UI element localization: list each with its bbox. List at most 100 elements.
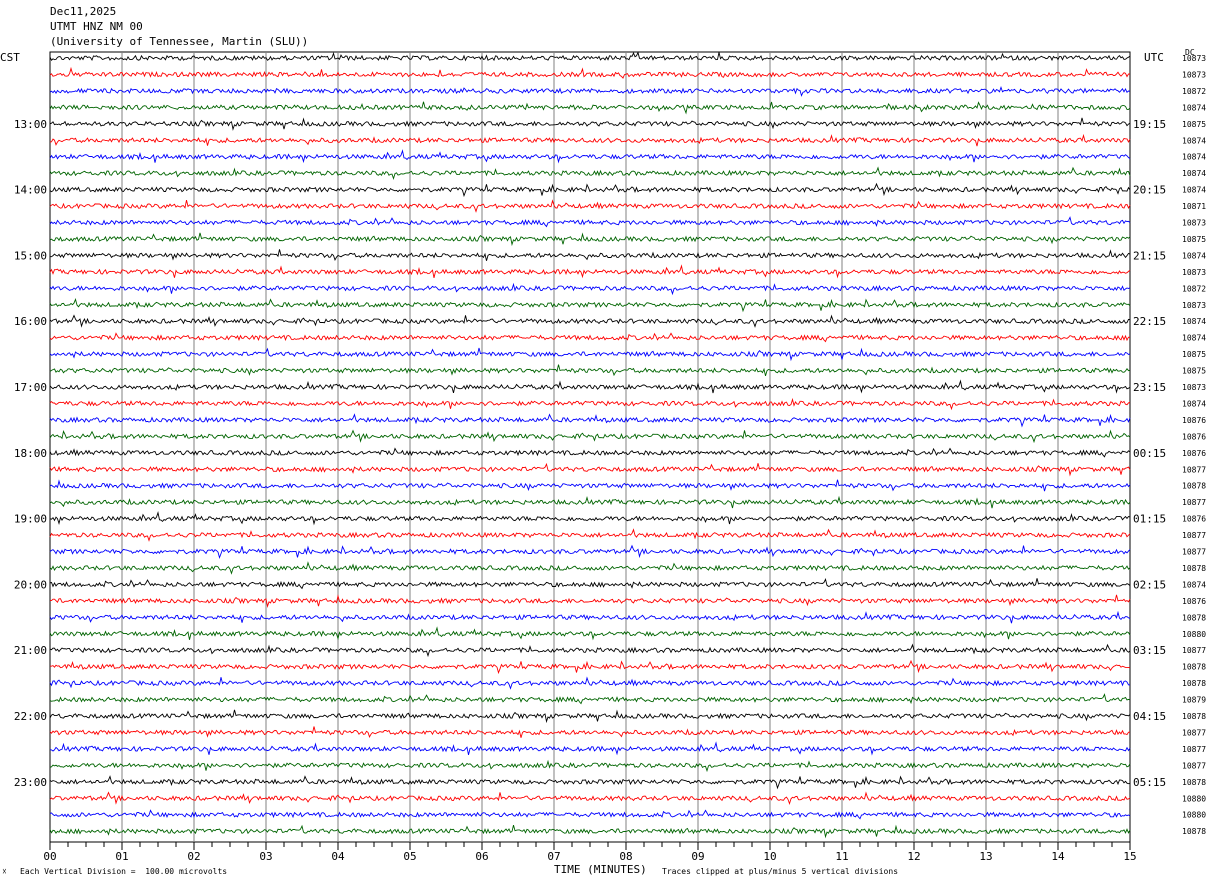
dc-offset-label: 10874 xyxy=(1182,169,1206,178)
x-tick-label: 03 xyxy=(259,850,272,863)
dc-offset-label: 10874 xyxy=(1182,186,1206,195)
dc-offset-label: 10873 xyxy=(1182,383,1206,392)
x-tick-label: 08 xyxy=(619,850,632,863)
dc-offset-label: 10873 xyxy=(1182,70,1206,79)
trace-line xyxy=(49,413,1131,428)
trace-line xyxy=(49,561,1131,575)
network-name: (University of Tennessee, Martin (SLU)) xyxy=(50,35,309,48)
trace-line xyxy=(49,364,1131,377)
right-hour-label: 02:15 xyxy=(1133,578,1166,591)
right-hour-label: 23:15 xyxy=(1133,381,1166,394)
dc-offset-label: 10879 xyxy=(1182,696,1206,705)
trace-line xyxy=(49,544,1131,560)
trace-line xyxy=(49,182,1131,198)
left-hour-label: 21:00 xyxy=(14,644,47,657)
trace-line xyxy=(49,149,1131,164)
dc-offset-label: 10878 xyxy=(1182,679,1206,688)
x-tick-label: 01 xyxy=(115,850,128,863)
left-hour-label: 20:00 xyxy=(14,578,47,591)
trace-line xyxy=(49,264,1131,279)
x-tick-label: 14 xyxy=(1051,850,1065,863)
right-hour-label: 20:15 xyxy=(1133,184,1166,197)
clip-note: Traces clipped at plus/minus 5 vertical … xyxy=(662,867,899,876)
x-tick-label: 07 xyxy=(547,850,560,863)
right-hour-label: 04:15 xyxy=(1133,710,1166,723)
trace-line xyxy=(49,809,1131,820)
dc-offset-label: 10874 xyxy=(1182,399,1206,408)
right-hour-label: 03:15 xyxy=(1133,644,1166,657)
trace-line xyxy=(49,676,1131,690)
trace-line xyxy=(49,282,1131,296)
left-hour-label: 23:00 xyxy=(14,776,47,789)
trace-line xyxy=(49,791,1131,806)
trace-line xyxy=(49,643,1131,658)
dc-offset-label: 10874 xyxy=(1182,580,1206,589)
trace-line xyxy=(49,510,1131,526)
dc-offset-label: 10872 xyxy=(1182,87,1206,96)
x-tick-label: 06 xyxy=(475,850,488,863)
dc-offset-label: 10874 xyxy=(1182,103,1206,112)
dc-offset-label: 10878 xyxy=(1182,564,1206,573)
right-hour-label: 00:15 xyxy=(1133,447,1166,460)
x-tick-label: 15 xyxy=(1123,850,1136,863)
trace-line xyxy=(49,199,1131,213)
trace-line xyxy=(49,726,1131,739)
left-hour-label: 14:00 xyxy=(14,184,47,197)
trace-line xyxy=(49,66,1131,79)
dc-offset-label: 10874 xyxy=(1182,153,1206,162)
dc-offset-label: 10876 xyxy=(1182,432,1206,441)
dc-offset-label: 10876 xyxy=(1182,515,1206,524)
trace-line xyxy=(49,594,1131,609)
dc-offset-label: 10877 xyxy=(1182,531,1206,540)
trace-line xyxy=(49,347,1131,362)
trace-line xyxy=(49,332,1131,343)
x-tick-label: 05 xyxy=(403,850,416,863)
dc-offset-label: 10873 xyxy=(1182,301,1206,310)
right-hour-label: 19:15 xyxy=(1133,118,1166,131)
trace-line xyxy=(49,133,1131,147)
x-tick-label: 04 xyxy=(331,850,345,863)
dc-offset-label: 10877 xyxy=(1182,465,1206,474)
trace-line xyxy=(49,379,1131,394)
right-timezone-label: UTC xyxy=(1144,51,1164,64)
right-hour-label: 05:15 xyxy=(1133,776,1166,789)
left-hour-label: 19:00 xyxy=(14,513,47,526)
x-tick-label: 02 xyxy=(187,850,200,863)
dc-offset-label: 10876 xyxy=(1182,449,1206,458)
dc-offset-label: 10873 xyxy=(1182,219,1206,228)
dc-offset-label: 10880 xyxy=(1182,794,1206,803)
left-hour-label: 13:00 xyxy=(14,118,47,131)
trace-line xyxy=(49,447,1131,458)
trace-line xyxy=(49,479,1131,492)
dc-offset-label: 10875 xyxy=(1182,350,1206,359)
trace-line xyxy=(49,709,1131,724)
trace-line xyxy=(49,610,1131,624)
trace-line xyxy=(49,462,1131,477)
dc-offset-label: 10877 xyxy=(1182,745,1206,754)
dc-offset-label: 10877 xyxy=(1182,498,1206,507)
dc-offset-label: 10875 xyxy=(1182,235,1206,244)
trace-line xyxy=(49,495,1131,509)
dc-offset-label: 10878 xyxy=(1182,482,1206,491)
dc-offset-label: 10878 xyxy=(1182,827,1206,836)
x-tick-label: 11 xyxy=(835,850,848,863)
left-timezone-label: CST xyxy=(0,51,20,64)
dc-offset-label: 10875 xyxy=(1182,120,1206,129)
dc-offset-label: 10877 xyxy=(1182,728,1206,737)
trace-line xyxy=(49,429,1131,444)
dc-offset-label: 10871 xyxy=(1182,202,1206,211)
left-hour-label: 16:00 xyxy=(14,315,47,328)
trace-line xyxy=(49,297,1131,313)
dc-offset-label: 10876 xyxy=(1182,597,1206,606)
trace-line xyxy=(50,249,1131,262)
dc-offset-label: 10880 xyxy=(1182,811,1206,820)
trace-line xyxy=(49,101,1131,115)
x-tick-label: 13 xyxy=(979,850,992,863)
trace-line xyxy=(49,528,1131,542)
dc-offset-label: 10878 xyxy=(1182,712,1206,721)
left-hour-label: 15:00 xyxy=(14,249,47,262)
dc-offset-label: 10877 xyxy=(1182,761,1206,770)
dc-offset-label: 10874 xyxy=(1182,251,1206,260)
trace-line xyxy=(49,86,1131,97)
